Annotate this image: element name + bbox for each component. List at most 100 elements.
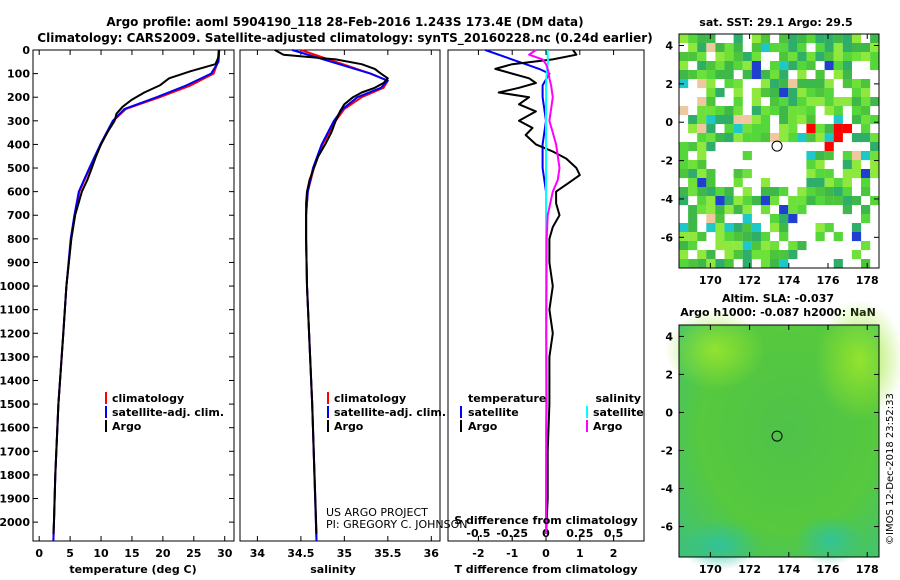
sst-cell: [760, 43, 771, 53]
sst-cell: [697, 43, 707, 53]
sst-cell: [779, 97, 789, 107]
sst-cell: [806, 187, 816, 197]
sst-cell: [760, 259, 771, 269]
sst-map-title: sat. SST: 29.1 Argo: 29.5: [699, 16, 852, 29]
sst-cell: [851, 151, 862, 161]
series-argo: [274, 49, 389, 534]
sst-cell: [715, 115, 725, 125]
y-tick-label: 1800: [0, 469, 30, 482]
y-tick-label: 1300: [0, 351, 30, 364]
sst-cell: [770, 43, 780, 53]
sst-cell: [751, 133, 761, 143]
sst-cell: [679, 169, 689, 179]
y-tick-label: -4: [661, 483, 674, 496]
sst-cell: [842, 196, 852, 206]
sst-cell: [779, 133, 789, 143]
sst-cell: [742, 241, 752, 251]
y-tick-label: 600: [7, 186, 30, 199]
sst-cell: [861, 178, 871, 188]
sst-cell: [697, 151, 707, 161]
series-climatology: [52, 49, 220, 542]
sst-cell: [733, 196, 743, 206]
sst-cell: [833, 232, 843, 242]
y-tick-label: 1400: [0, 374, 30, 387]
sst-cell: [870, 115, 880, 125]
sst-cell: [815, 151, 825, 161]
sst-cell: [788, 34, 798, 44]
sst-cell: [788, 115, 798, 125]
sst-cell: [697, 142, 707, 152]
series-t-argo: [494, 49, 581, 534]
x-tick-label: 176: [817, 563, 840, 576]
legend-satellite: satellite-adj. clim.: [334, 406, 446, 419]
sst-map-panel: sat. SST: 29.1 Argo: 29.5 170 172 174 176 17…: [661, 16, 880, 287]
sst-cell: [706, 178, 716, 188]
sst-cell: [824, 169, 834, 179]
sst-cell: [715, 187, 725, 197]
sst-cell: [733, 223, 743, 233]
sst-cell: [851, 52, 862, 62]
sst-cell: [779, 259, 789, 269]
sst-cell: [715, 241, 725, 251]
sst-cell: [779, 232, 789, 242]
y-tick-label: -6: [661, 521, 674, 534]
sst-cell: [842, 124, 852, 134]
sst-cell: [742, 133, 752, 143]
sst-cell: [806, 88, 816, 98]
y-tick-label: 0: [22, 44, 30, 57]
sst-cell: [742, 196, 752, 206]
sst-cell: [751, 88, 761, 98]
sst-cell: [806, 169, 816, 179]
sst-cell: [760, 79, 771, 89]
sla-low-anomaly: [795, 515, 865, 565]
sst-cell: [733, 241, 743, 251]
temperature-xlabel: temperature (deg C): [69, 563, 196, 576]
sst-cell: [815, 79, 825, 89]
sst-cell: [797, 52, 807, 62]
temperature-panel: 0100200300400500600700800900100011001200…: [0, 44, 235, 576]
credit-pi: PI: GREGORY C. JOHNSON: [326, 518, 467, 531]
x-tick-label: 178: [856, 563, 879, 576]
sst-cell: [779, 115, 789, 125]
sst-cell: [679, 250, 689, 260]
s-difference-xlabel: S difference from climatology: [454, 514, 638, 527]
sst-cell: [806, 61, 816, 71]
sst-cell: [779, 214, 789, 224]
argo-location-marker: [771, 430, 783, 442]
sst-cell: [760, 88, 771, 98]
sst-cell: [697, 97, 707, 107]
sst-cell: [742, 232, 752, 242]
sst-cell: [870, 142, 880, 152]
sst-cell: [870, 196, 880, 206]
sst-cell: [797, 115, 807, 125]
sst-cell: [697, 115, 707, 125]
sst-cell: [688, 34, 698, 44]
x-tick-label: 0: [542, 547, 550, 560]
x-tick-label: 36: [424, 547, 440, 560]
sst-cell: [751, 43, 761, 53]
sst-cell: [742, 115, 752, 125]
sst-cell: [833, 97, 843, 107]
legend-argo: Argo: [334, 420, 364, 433]
x-tick-label: 34.5: [287, 547, 314, 560]
x-tick-label: 172: [738, 274, 761, 287]
sst-cell: [697, 259, 707, 269]
sst-cell: [751, 223, 761, 233]
sst-cell: [679, 196, 689, 206]
sst-cell: [788, 241, 798, 251]
sst-cell: [706, 214, 716, 224]
series-t-satellite: [484, 49, 551, 534]
sst-cell: [788, 214, 798, 224]
sst-cell: [797, 133, 807, 143]
legend-satellite: satellite-adj. clim.: [112, 406, 224, 419]
figure-title-line2: Climatology: CARS2009. Satellite-adjuste…: [37, 31, 652, 46]
sst-cell: [806, 178, 816, 188]
sst-cell: [697, 133, 707, 143]
sst-cell: [742, 205, 752, 215]
sst-cell: [760, 70, 771, 80]
y-tick-label: 1200: [0, 327, 30, 340]
sst-cell: [715, 70, 725, 80]
legend-s-satellite: satellite: [593, 406, 644, 419]
x-tick-label: 0: [35, 547, 43, 560]
sst-cell: [851, 232, 862, 242]
